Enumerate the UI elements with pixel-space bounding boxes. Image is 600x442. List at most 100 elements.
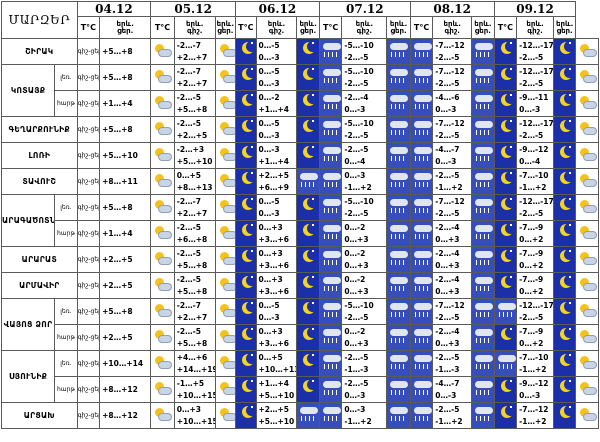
clear-night-icon (552, 402, 577, 429)
day-temp: +3…+6 (258, 260, 290, 270)
snow-cloud-icon (318, 220, 343, 247)
terrain-label: լեռ. (54, 64, 78, 91)
temp-range: -9…-12 0…-3 (516, 376, 554, 403)
day-temp: 0…-3 (435, 104, 457, 114)
day-temp: 0…-3 (258, 208, 280, 218)
temp-range: -2…-5 +5…+8 (173, 246, 216, 273)
night-temp: +4…+6 (176, 352, 208, 362)
region-name: ԿՈՏԱՅՔ (0, 64, 56, 117)
snow-cloud-icon (471, 168, 495, 195)
day-temp: 0…+3 (344, 260, 369, 270)
night-temp: -5…-10 (344, 196, 374, 206)
partly-cloudy-icon (150, 220, 175, 247)
day-temp: 0…+3 (344, 286, 369, 296)
snow-cloud-icon (409, 142, 434, 169)
night-temp: -12…-17 (519, 66, 554, 76)
partly-cloudy-icon (150, 350, 175, 377)
snow-cloud-icon (386, 272, 411, 299)
temp-value: +1…+4 (99, 90, 152, 117)
night-temp: -5…-10 (344, 66, 374, 76)
temp-value: +5…+8 (99, 298, 152, 325)
gish-cer-label: գիշ-ցեր. (76, 220, 101, 247)
temp-range: -7…-12 -2…-5 (432, 116, 473, 143)
snow-cloud-icon (409, 220, 434, 247)
snow-cloud-icon (409, 350, 434, 377)
snow-cloud-icon (471, 38, 495, 65)
snow-cloud-icon (386, 298, 411, 325)
ereva-label: երև. (186, 19, 204, 28)
temp-value: +5…+8 (99, 116, 152, 143)
clear-night-icon (552, 142, 577, 169)
snow-cloud-icon (318, 272, 343, 299)
clear-night-icon (552, 38, 577, 65)
snow-cloud-icon (493, 350, 518, 377)
region-row: ՎԱՅՈՑ ՁՈՐլեռ.գիշ-ցեր.+5…+8-2…-7+2…+70…-5… (0, 298, 599, 351)
snow-cloud-icon (409, 272, 434, 299)
night-temp: +2…+5 (258, 404, 290, 414)
day-temp: -1…+2 (344, 182, 372, 192)
day-temp: +10…+15 (176, 416, 216, 426)
snow-cloud-icon (386, 402, 411, 429)
clear-night-icon (296, 350, 320, 377)
cer-label: ցեր. (556, 26, 573, 35)
night-temp: +1…+4 (258, 378, 290, 388)
temp-range: -2…-7 +2…+7 (173, 298, 216, 325)
date-header: 04.12 (76, 1, 152, 17)
clear-night-icon (235, 402, 257, 429)
night-temp: -2…-5 (344, 378, 369, 388)
tc-header: T°C (76, 16, 101, 39)
temp-value: +5…+8 (99, 38, 152, 65)
night-temp: -2…-4 (435, 222, 460, 232)
partly-cloudy-icon (150, 64, 175, 91)
night-temp: -5…-10 (344, 118, 374, 128)
day-temp: -1…-3 (435, 364, 460, 374)
date-header: 05.12 (150, 1, 237, 17)
gish-cer-label: գիշ-ցեր. (76, 272, 101, 299)
partly-cloudy-icon (575, 168, 599, 195)
cer-label: ցեր. (117, 26, 134, 35)
night-temp: -7…-12 (435, 300, 465, 310)
night-temp: -2…-4 (435, 326, 460, 336)
snow-cloud-icon (409, 324, 434, 351)
clear-night-icon (235, 298, 257, 325)
temp-value: +2…+5 (99, 272, 152, 299)
day-temp: +10…+13 (258, 364, 297, 374)
night-temp: -7…-9 (519, 248, 544, 258)
temp-value: +8…+11 (99, 168, 152, 195)
partly-cloudy-icon (214, 38, 237, 65)
region-row: ԼՈՌԻգիշ-ցեր.+5…+10-2…+3+5…+100…-3+1…+4-2… (1, 142, 599, 169)
clear-night-icon (493, 168, 518, 195)
snow-cloud-icon (409, 116, 434, 143)
snow-cloud-icon (471, 142, 495, 169)
clear-night-icon (296, 376, 320, 403)
terrain-label: հարթ (54, 220, 78, 247)
partly-cloudy-icon (575, 376, 599, 403)
temp-range: +1…+4 +5…+10 (255, 376, 298, 403)
temp-range: -2…-4 0…+3 (432, 272, 473, 299)
night-temp: -2…-5 (176, 326, 201, 336)
partly-cloudy-icon (214, 90, 237, 117)
snow-cloud-icon (471, 350, 495, 377)
clear-night-icon (235, 142, 257, 169)
snow-cloud-icon (409, 246, 434, 273)
night-temp: 0…+5 (176, 170, 201, 180)
temp-range: -2…-5 -1…+2 (432, 402, 473, 429)
day-temp: +2…+7 (176, 208, 208, 218)
date-header: 08.12 (409, 1, 495, 17)
night-temp: -2…+3 (176, 144, 205, 154)
temp-range: 0…+3 +3…+6 (255, 324, 298, 351)
snow-cloud-icon (386, 64, 411, 91)
clear-night-icon (552, 376, 577, 403)
day-temp: -2…-5 (344, 130, 369, 140)
temp-range: -7…-9 0…+2 (516, 246, 554, 273)
night-temp: -2…-5 (344, 352, 369, 362)
clear-night-icon (552, 90, 577, 117)
date-header: 09.12 (493, 1, 577, 17)
day-temp: -2…-5 (435, 130, 460, 140)
partly-cloudy-icon (214, 64, 237, 91)
day-temp: +5…+8 (176, 338, 208, 348)
cer-label: ցեր. (217, 26, 234, 35)
clear-night-icon (296, 246, 320, 273)
